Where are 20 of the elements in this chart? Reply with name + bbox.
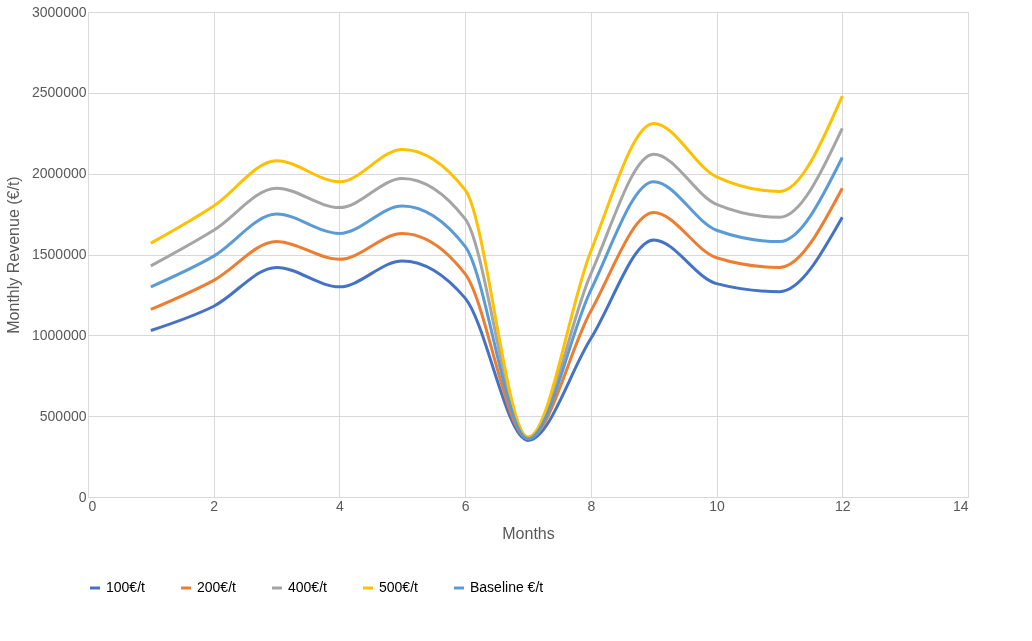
y-tick-label: 2000000 bbox=[31, 165, 87, 182]
y-tick-label: 3000000 bbox=[31, 3, 87, 20]
x-tick-label: 6 bbox=[461, 497, 470, 514]
legend-label: 200€/t bbox=[197, 579, 237, 595]
x-tick-label: 8 bbox=[587, 497, 596, 514]
x-axis-title: Months bbox=[502, 524, 555, 542]
y-tick-label: 1500000 bbox=[31, 246, 87, 262]
legend-label: Baseline €/t bbox=[470, 579, 544, 595]
legend-label: 500€/t bbox=[379, 579, 419, 595]
x-tick-label: 10 bbox=[709, 497, 726, 514]
y-axis-title: Monthly Revenue (€/t) bbox=[5, 176, 22, 334]
y-tick-label: 500000 bbox=[39, 407, 87, 424]
x-tick-label: 4 bbox=[336, 497, 345, 514]
x-tick-label: 2 bbox=[210, 497, 219, 514]
legend-label: 100€/t bbox=[106, 579, 146, 595]
x-tick-label: 12 bbox=[835, 497, 851, 514]
x-tick-label: 14 bbox=[952, 497, 969, 514]
legend-label: 400€/t bbox=[288, 579, 328, 595]
y-tick-label: 1000000 bbox=[31, 326, 87, 343]
y-tick-label: 2500000 bbox=[31, 84, 87, 101]
